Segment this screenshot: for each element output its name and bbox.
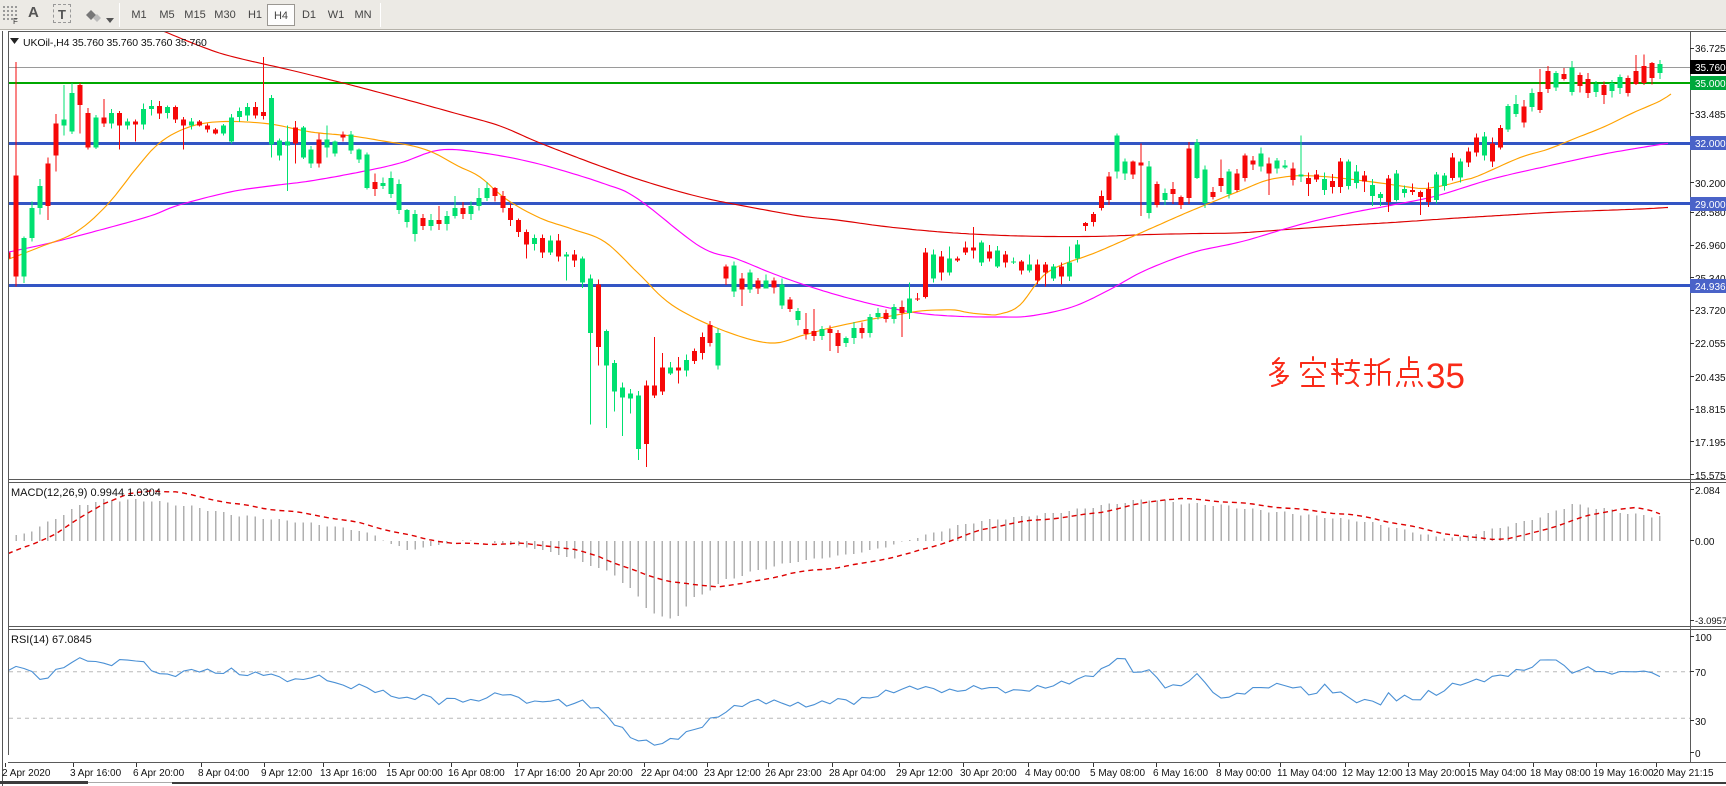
svg-text:30 Apr 20:00: 30 Apr 20:00: [960, 768, 1017, 779]
svg-text:9 Apr 12:00: 9 Apr 12:00: [261, 768, 313, 779]
svg-text:15 Apr 00:00: 15 Apr 00:00: [386, 768, 443, 779]
svg-text:20 Apr 20:00: 20 Apr 20:00: [576, 768, 633, 779]
svg-text:28.580: 28.580: [1695, 208, 1726, 219]
svg-text:26.960: 26.960: [1695, 241, 1726, 252]
svg-text:13 Apr 16:00: 13 Apr 16:00: [320, 768, 377, 779]
svg-text:13 May 20:00: 13 May 20:00: [1405, 768, 1466, 779]
svg-text:UKOil-,H4 35.760 35.760 35.76: UKOil-,H4 35.760 35.760 35.760 35.760: [23, 37, 207, 49]
svg-text:100: 100: [1695, 633, 1712, 644]
svg-text:-3.0957: -3.0957: [1695, 616, 1726, 627]
svg-text:15.575: 15.575: [1695, 471, 1726, 482]
svg-text:32.000: 32.000: [1695, 139, 1726, 150]
svg-text:24.936: 24.936: [1695, 282, 1726, 293]
svg-text:2 Apr 2020: 2 Apr 2020: [2, 768, 51, 779]
svg-text:20.435: 20.435: [1695, 373, 1726, 384]
svg-text:4 May 00:00: 4 May 00:00: [1025, 768, 1080, 779]
svg-text:22 Apr 04:00: 22 Apr 04:00: [641, 768, 698, 779]
svg-text:17 Apr 16:00: 17 Apr 16:00: [514, 768, 571, 779]
svg-text:15 May 04:00: 15 May 04:00: [1466, 768, 1527, 779]
svg-text:30: 30: [1695, 717, 1707, 728]
svg-text:26 Apr 23:00: 26 Apr 23:00: [765, 768, 822, 779]
svg-text:28 Apr 04:00: 28 Apr 04:00: [829, 768, 886, 779]
svg-text:33.485: 33.485: [1695, 110, 1726, 121]
svg-text:0.00: 0.00: [1695, 537, 1715, 548]
svg-text:RSI(14) 67.0845: RSI(14) 67.0845: [11, 634, 92, 646]
svg-text:19 May 16:00: 19 May 16:00: [1593, 768, 1654, 779]
svg-text:29.000: 29.000: [1695, 200, 1726, 211]
svg-text:22.055: 22.055: [1695, 339, 1726, 350]
svg-text:6 Apr 20:00: 6 Apr 20:00: [133, 768, 185, 779]
svg-text:8 May 00:00: 8 May 00:00: [1216, 768, 1271, 779]
svg-text:MACD(12,26,9) 0.9944 1.0304: MACD(12,26,9) 0.9944 1.0304: [11, 487, 161, 499]
svg-text:12 May 12:00: 12 May 12:00: [1342, 768, 1403, 779]
svg-text:23.720: 23.720: [1695, 306, 1726, 317]
svg-text:18 May 08:00: 18 May 08:00: [1530, 768, 1591, 779]
svg-text:5 May 08:00: 5 May 08:00: [1090, 768, 1145, 779]
svg-text:35.760: 35.760: [1695, 63, 1726, 74]
svg-text:35.000: 35.000: [1695, 79, 1726, 90]
svg-text:17.195: 17.195: [1695, 438, 1726, 449]
svg-text:35: 35: [1426, 357, 1465, 396]
svg-text:6 May 16:00: 6 May 16:00: [1153, 768, 1208, 779]
svg-text:3 Apr 16:00: 3 Apr 16:00: [70, 768, 122, 779]
svg-text:20 May 21:15: 20 May 21:15: [1653, 768, 1714, 779]
svg-text:11 May 04:00: 11 May 04:00: [1277, 768, 1337, 779]
svg-text:30.200: 30.200: [1695, 179, 1726, 190]
svg-text:0: 0: [1695, 749, 1701, 760]
svg-text:16 Apr 08:00: 16 Apr 08:00: [448, 768, 505, 779]
svg-text:18.815: 18.815: [1695, 405, 1726, 416]
svg-text:8 Apr 04:00: 8 Apr 04:00: [198, 768, 250, 779]
svg-text:2.084: 2.084: [1695, 486, 1720, 497]
svg-text:70: 70: [1695, 668, 1707, 679]
svg-text:29 Apr 12:00: 29 Apr 12:00: [896, 768, 953, 779]
svg-text:36.725: 36.725: [1695, 44, 1726, 55]
svg-text:23 Apr 12:00: 23 Apr 12:00: [704, 768, 761, 779]
svg-text:F: F: [13, 17, 18, 25]
